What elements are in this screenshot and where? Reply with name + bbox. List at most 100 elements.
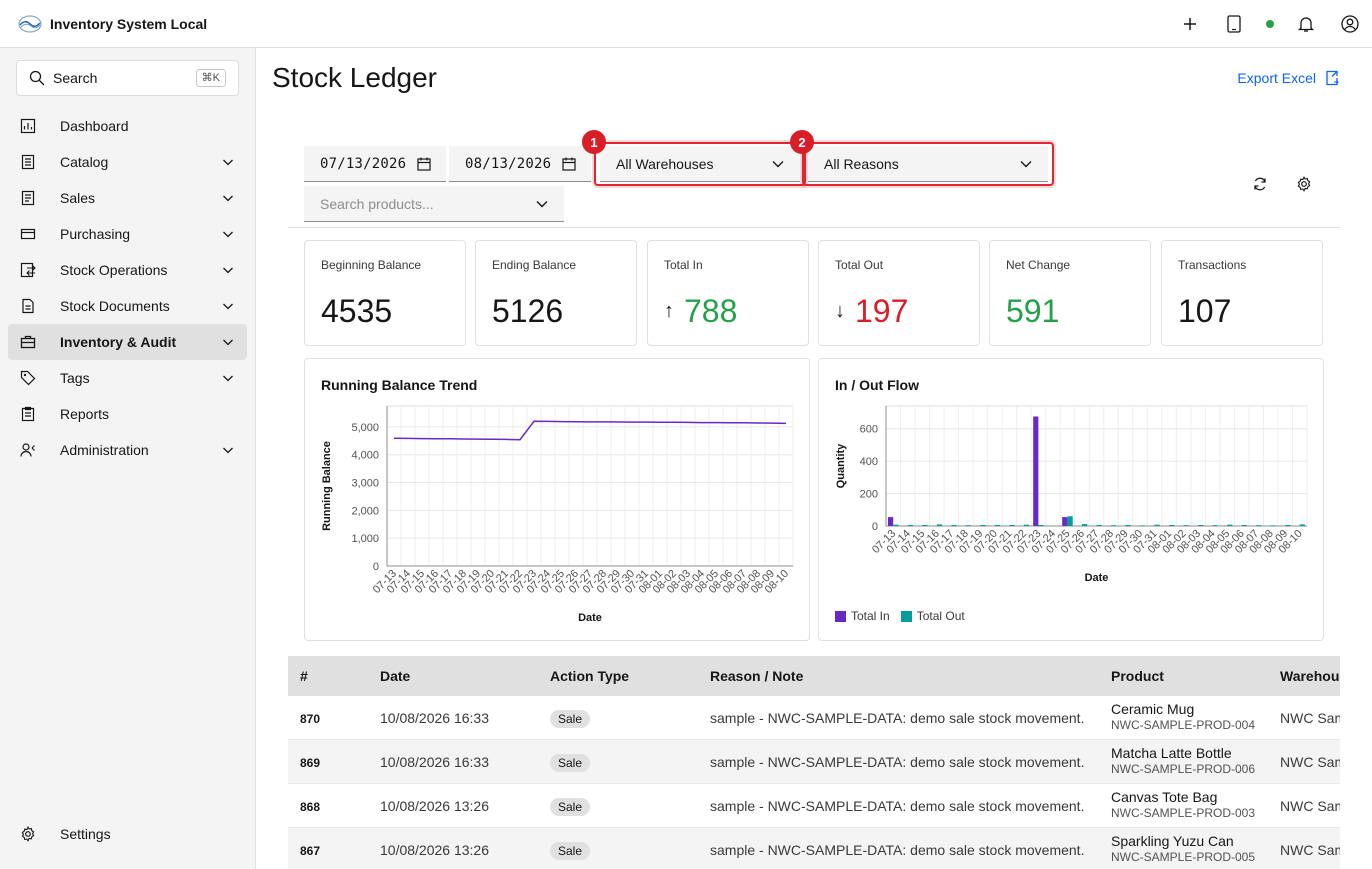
sidebar-item-catalog[interactable]: Catalog xyxy=(8,144,247,180)
connection-status xyxy=(1256,0,1284,48)
y-tick-label: 4,000 xyxy=(351,450,379,462)
column-header-product[interactable]: Product xyxy=(1111,668,1164,684)
chevron-down-icon xyxy=(223,159,233,166)
refresh-button[interactable] xyxy=(1244,168,1276,200)
product-name: Matcha Latte Bottle xyxy=(1111,745,1232,761)
sidebar-item-settings[interactable]: Settings xyxy=(8,816,247,852)
bar-total-out xyxy=(936,524,942,526)
administration-icon xyxy=(20,443,35,457)
date-to-field[interactable]: 08/13/2026 xyxy=(449,146,591,182)
row-note: sample - NWC-SAMPLE-DATA: demo sale stoc… xyxy=(710,842,1085,858)
kpi-label: Ending Balance xyxy=(492,258,577,272)
sidebar-item-stock-operations[interactable]: Stock Operations xyxy=(8,252,247,288)
bar-total-out xyxy=(1299,524,1305,526)
chevron-down-icon xyxy=(223,195,233,202)
y-axis-title: Quantity xyxy=(835,443,847,488)
export-icon xyxy=(1326,70,1339,86)
reports-icon xyxy=(21,406,35,422)
app-logo-icon xyxy=(18,14,42,33)
row-date: 10/08/2026 16:33 xyxy=(380,710,489,726)
y-tick-label: 200 xyxy=(860,489,878,501)
running-balance-chart: 01,0002,0003,0004,0005,00007-1307-1407-1… xyxy=(321,405,794,624)
action-type-tag: Sale xyxy=(550,842,591,860)
marker-badge-1: 1 xyxy=(582,130,606,154)
table-row[interactable]: 870 10/08/2026 16:33 Sale sample - NWC-SAMP… xyxy=(288,696,1340,740)
bar-total-out xyxy=(1096,525,1102,526)
add-button[interactable] xyxy=(1168,0,1212,48)
bar-total-out xyxy=(1125,525,1131,526)
notifications-button[interactable] xyxy=(1284,0,1328,48)
table-row[interactable]: 867 10/08/2026 13:26 Sale sample - NWC-SAMP… xyxy=(288,828,1340,869)
export-excel-button[interactable]: Export Excel xyxy=(1237,70,1340,86)
y-tick-label: 0 xyxy=(872,521,878,533)
column-header-id[interactable]: # xyxy=(300,668,308,684)
sidebar-item-administration[interactable]: Administration xyxy=(8,432,247,468)
bar-total-out xyxy=(1140,525,1146,526)
row-product: Canvas Tote Bag NWC-SAMPLE-PROD-003 xyxy=(1111,789,1255,820)
date-from-field[interactable]: 07/13/2026 xyxy=(304,146,446,182)
column-header-reason-note[interactable]: Reason / Note xyxy=(710,668,804,684)
kpi-value: 107 xyxy=(1178,293,1232,329)
legend-item-total-out[interactable]: Total Out xyxy=(900,609,965,623)
sidebar-item-dashboard[interactable]: Dashboard xyxy=(8,108,247,144)
row-product: Matcha Latte Bottle NWC-SAMPLE-PROD-006 xyxy=(1111,745,1255,776)
table-row[interactable]: 868 10/08/2026 13:26 Sale sample - NWC-SAMP… xyxy=(288,784,1340,828)
kpi-label: Total Out xyxy=(835,258,884,272)
bar-total-in xyxy=(1062,517,1068,526)
sidebar-item-stock-documents[interactable]: Stock Documents xyxy=(8,288,247,324)
legend-item-total-in[interactable]: Total In xyxy=(835,609,890,623)
sidebar-item-reports[interactable]: Reports xyxy=(8,396,247,432)
column-header-date[interactable]: Date xyxy=(380,668,411,684)
warehouse-select[interactable]: All Warehouses xyxy=(600,146,800,182)
sidebar-item-label: Inventory & Audit xyxy=(60,334,177,350)
tablet-button[interactable] xyxy=(1212,0,1256,48)
table-row[interactable]: 869 10/08/2026 16:33 Sale sample - NWC-SAMP… xyxy=(288,740,1340,784)
row-product: Sparkling Yuzu Can NWC-SAMPLE-PROD-005 xyxy=(1111,833,1255,864)
y-tick-label: 2,000 xyxy=(351,505,379,517)
table-settings-button[interactable] xyxy=(1288,168,1320,200)
chevron-down-icon xyxy=(223,375,233,382)
kpi-label: Beginning Balance xyxy=(321,258,422,272)
row-warehouse: NWC Sample xyxy=(1280,842,1340,858)
date-to-value: 08/13/2026 xyxy=(465,155,552,172)
bar-total-out xyxy=(1183,525,1189,526)
calendar-icon xyxy=(562,157,576,171)
add-icon xyxy=(1184,18,1196,30)
y-tick-label: 1,000 xyxy=(351,533,379,545)
product-search-select[interactable]: Search products... xyxy=(304,186,564,222)
sidebar-item-label: Tags xyxy=(60,370,90,386)
date-from-value: 07/13/2026 xyxy=(320,155,407,172)
sidebar-search[interactable]: Search ⌘K xyxy=(16,60,239,96)
user-menu-button[interactable] xyxy=(1328,0,1372,48)
product-name: Sparkling Yuzu Can xyxy=(1111,833,1234,849)
chevron-down-icon xyxy=(223,267,233,274)
product-name: Ceramic Mug xyxy=(1111,701,1195,717)
kpi-ending-balance: Ending Balance 5126 xyxy=(475,240,637,346)
bar-total-out xyxy=(907,525,913,526)
bar-total-out xyxy=(1009,525,1015,526)
kpi-value: 788 xyxy=(684,293,738,329)
sidebar-item-sales[interactable]: Sales xyxy=(8,180,247,216)
column-header-action-type[interactable]: Action Type xyxy=(550,668,630,684)
bar-total-in xyxy=(1033,416,1039,526)
gear-icon xyxy=(1297,176,1311,192)
sidebar-item-label: Dashboard xyxy=(60,118,129,134)
kpi-label: Net Change xyxy=(1006,258,1071,272)
reason-select-value: All Reasons xyxy=(824,155,899,172)
refresh-icon xyxy=(1254,177,1266,191)
y-tick-label: 400 xyxy=(860,456,878,468)
reason-select[interactable]: All Reasons xyxy=(808,146,1048,182)
sidebar-item-label: Stock Documents xyxy=(60,298,170,314)
row-note: sample - NWC-SAMPLE-DATA: demo sale stoc… xyxy=(710,754,1085,770)
arrow-down-icon: ↓ xyxy=(835,300,845,322)
sidebar-item-inventory-audit[interactable]: Inventory & Audit xyxy=(8,324,247,360)
column-header-warehouse[interactable]: Warehouse xyxy=(1280,668,1340,684)
sidebar-item-tags[interactable]: Tags xyxy=(8,360,247,396)
sidebar-item-label: Administration xyxy=(60,442,149,458)
ledger-table: # Date Action Type Reason / Note Product… xyxy=(288,656,1340,869)
page-title: Stock Ledger xyxy=(272,62,437,93)
x-axis-title: Date xyxy=(1085,572,1109,584)
sidebar-item-label: Reports xyxy=(60,406,110,422)
sidebar-nav: Dashboard Catalog Sales Purchasing Stock… xyxy=(8,108,247,468)
sidebar-item-purchasing[interactable]: Purchasing xyxy=(8,216,247,252)
